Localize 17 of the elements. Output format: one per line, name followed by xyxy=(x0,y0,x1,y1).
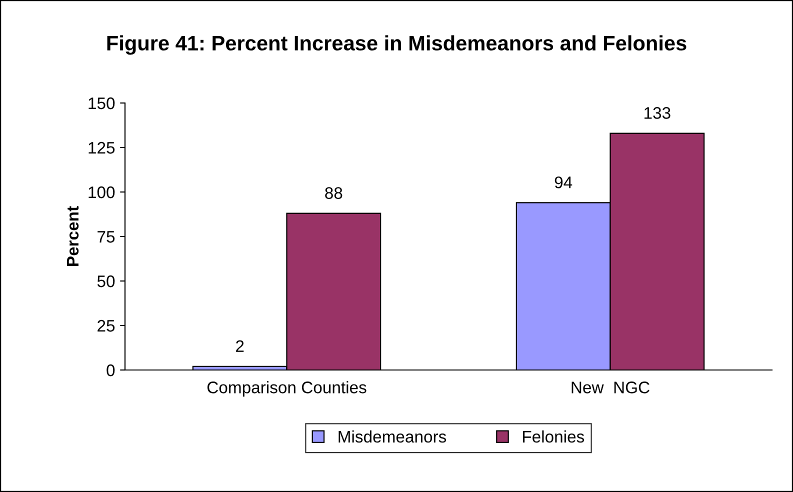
legend-label: Felonies xyxy=(523,430,584,443)
y-tick-label: 125 xyxy=(88,142,115,154)
data-label: 88 xyxy=(325,187,342,199)
y-tick-label: 100 xyxy=(88,186,115,198)
y-tick-label: 0 xyxy=(106,364,115,376)
y-axis-title: Percent xyxy=(66,206,79,266)
x-tick-label: Comparison Counties xyxy=(207,381,366,397)
y-tick-label: 50 xyxy=(97,275,115,288)
data-label: 94 xyxy=(554,176,572,188)
y-tick-label: 25 xyxy=(98,320,115,332)
y-tick-label: 75 xyxy=(98,231,115,243)
data-label: 133 xyxy=(644,107,670,119)
data-label: 2 xyxy=(236,340,244,352)
legend-label: Misdemeanors xyxy=(338,430,446,443)
x-tick-label: New NGC xyxy=(572,382,650,394)
chart-title: Figure 41: Percent Increase in Misdemeanors and Felonies xyxy=(107,35,686,55)
y-tick-label: 150 xyxy=(88,97,115,110)
